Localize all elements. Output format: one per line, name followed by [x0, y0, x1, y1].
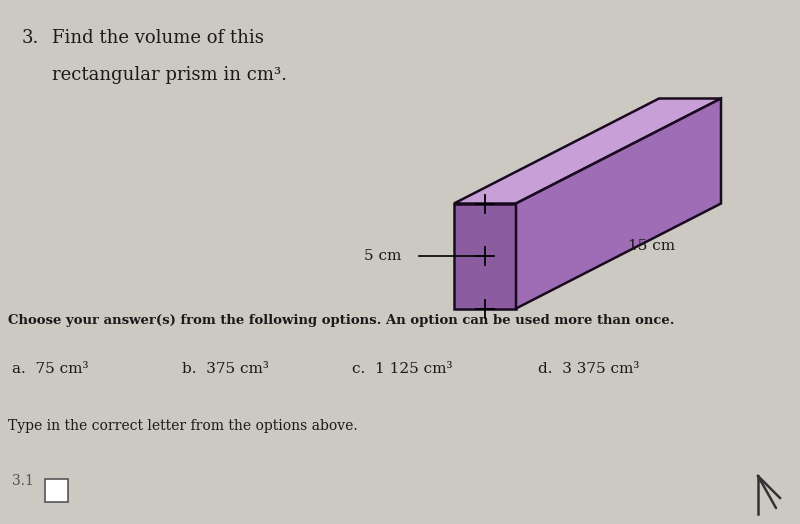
Text: 15 cm: 15 cm: [627, 239, 674, 253]
Text: Type in the correct letter from the options above.: Type in the correct letter from the opti…: [8, 419, 358, 433]
Text: c.  1 125 cm³: c. 1 125 cm³: [352, 362, 453, 376]
FancyBboxPatch shape: [45, 479, 68, 502]
Polygon shape: [454, 203, 516, 309]
Text: 3.1: 3.1: [12, 474, 34, 488]
Text: 5 cm: 5 cm: [364, 249, 402, 263]
Text: Find the volume of this: Find the volume of this: [52, 29, 264, 47]
Text: rectangular prism in cm³.: rectangular prism in cm³.: [52, 66, 287, 84]
Text: a.  75 cm³: a. 75 cm³: [12, 362, 89, 376]
Polygon shape: [516, 99, 721, 309]
Text: d.  3 375 cm³: d. 3 375 cm³: [538, 362, 639, 376]
Text: Choose your answer(s) from the following options. An option can be used more tha: Choose your answer(s) from the following…: [8, 314, 674, 327]
Polygon shape: [454, 99, 721, 203]
Text: b.  375 cm³: b. 375 cm³: [182, 362, 269, 376]
Text: 3.: 3.: [22, 29, 39, 47]
